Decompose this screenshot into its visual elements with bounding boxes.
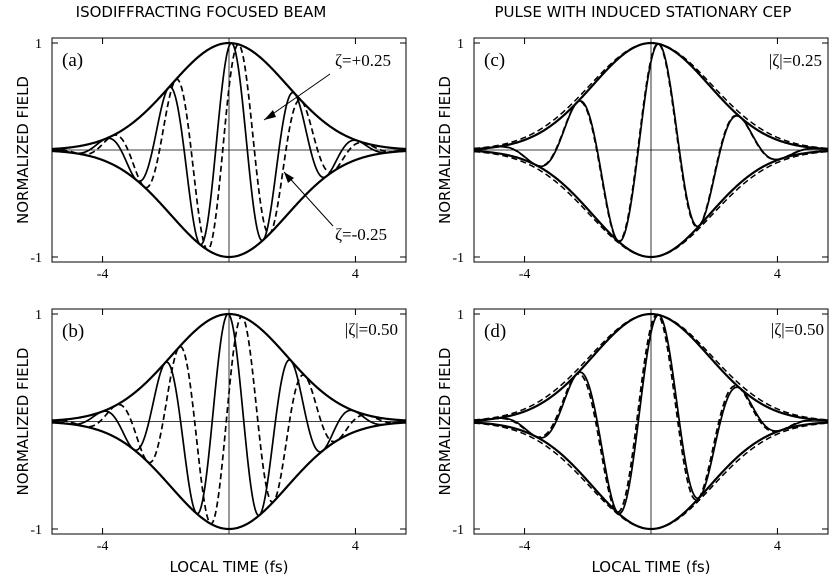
x-tick-label: 4: [774, 267, 781, 282]
envelope-upper: [51, 312, 407, 422]
left-column-title: ISODIFFRACTING FOCUSED BEAM: [76, 3, 327, 21]
x-tick-label: 4: [774, 539, 781, 554]
series-dashed: [473, 313, 829, 513]
x-tick-label: -4: [519, 539, 531, 554]
x-tick-label: -4: [97, 267, 109, 282]
zeta-annotation: ζ=+0.25: [335, 51, 391, 70]
envelope-lower: [51, 421, 407, 531]
envelope-dashed-lower: [473, 422, 829, 530]
panel-c: -4 4 1 -1 NORMALIZED FIELD (c) |ζ|=0.25: [436, 37, 829, 282]
y-tick-label: -1: [452, 251, 464, 266]
y-tick-label: -1: [30, 251, 42, 266]
y-axis-label: NORMALIZED FIELD: [436, 348, 454, 496]
zeta-annotation: ζ=-0.25: [335, 225, 387, 244]
x-tick-label: 4: [352, 539, 359, 554]
panel-label: (c): [484, 50, 505, 71]
right-column-title: PULSE WITH INDUCED STATIONARY CEP: [495, 3, 792, 21]
panel-d: -4 4 1 -1 NORMALIZED FIELD LOCAL TIME (fs) (d)…: [436, 308, 829, 576]
panel-label: (a): [62, 50, 83, 71]
y-tick-label: 1: [35, 308, 42, 323]
zeta-annotation: |ζ|=0.50: [345, 320, 398, 339]
arrowhead: [264, 110, 276, 120]
zeta-annotation: |ζ|=0.25: [769, 51, 822, 70]
panel-a: -4 4 1 -1 NORMALIZED FIELD (a) ζ=+0.25 ζ=-0.25: [14, 37, 407, 282]
envelope-dashed-upper: [473, 42, 829, 150]
envelope-lower: [51, 149, 407, 259]
y-axis-label: NORMALIZED FIELD: [436, 76, 454, 224]
series-dashed: [51, 315, 407, 525]
y-tick-label: -1: [452, 523, 464, 538]
zeta-annotation: |ζ|=0.50: [771, 320, 824, 339]
arrowhead: [284, 172, 294, 183]
envelope-dashed-upper: [473, 313, 829, 421]
y-axis-label: NORMALIZED FIELD: [14, 76, 32, 224]
annotation-arrow: [263, 73, 331, 121]
x-tick-label: -4: [97, 539, 109, 554]
annotation-arrow: [283, 171, 334, 227]
series-dashed: [473, 42, 829, 242]
x-axis-label: LOCAL TIME (fs): [169, 558, 288, 576]
y-tick-label: -1: [30, 523, 42, 538]
panel-label: (b): [62, 321, 84, 342]
x-tick-label: 4: [352, 267, 359, 282]
x-axis-label: LOCAL TIME (fs): [591, 558, 710, 576]
envelope-upper: [51, 41, 407, 151]
y-tick-label: 1: [457, 37, 464, 52]
y-axis-label: NORMALIZED FIELD: [14, 348, 32, 496]
panel-label: (d): [484, 321, 506, 342]
series-solid: [51, 42, 407, 246]
x-tick-label: -4: [519, 267, 531, 282]
y-tick-label: 1: [35, 37, 42, 52]
y-tick-label: 1: [457, 308, 464, 323]
envelope-dashed-lower: [473, 150, 829, 258]
panel-b: -4 4 1 -1 NORMALIZED FIELD LOCAL TIME (fs) (b)…: [14, 308, 407, 576]
